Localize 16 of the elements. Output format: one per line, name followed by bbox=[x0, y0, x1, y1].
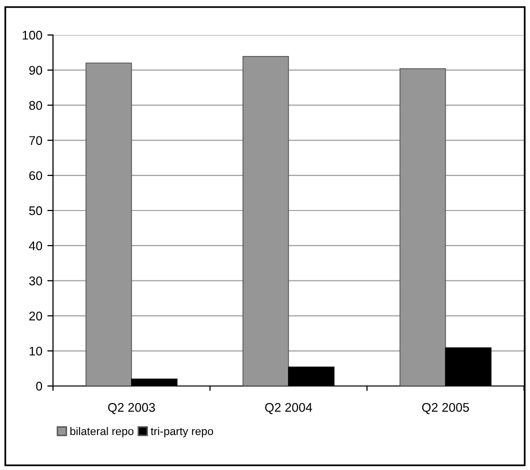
legend-label: bilateral repo bbox=[70, 427, 134, 438]
y-tick-label: 70 bbox=[29, 136, 42, 145]
x-tick-label: Q2 2005 bbox=[422, 402, 469, 414]
y-tick-label: 0 bbox=[36, 382, 42, 391]
y-tick-label: 90 bbox=[29, 66, 42, 75]
legend-label: tri-party repo bbox=[150, 427, 214, 438]
y-tick-label: 50 bbox=[29, 206, 42, 216]
y-tick-label: 80 bbox=[29, 101, 42, 110]
x-tick-label: Q2 2004 bbox=[265, 402, 312, 414]
y-tick-label: 10 bbox=[30, 346, 42, 356]
y-tick-label: 40 bbox=[28, 241, 42, 250]
y-tick-label: 60 bbox=[29, 171, 42, 180]
y-tick-label: 30 bbox=[29, 276, 42, 286]
x-tick-label: Q2 2003 bbox=[108, 402, 155, 414]
y-tick-label: 100 bbox=[22, 30, 42, 40]
y-tick-label: 20 bbox=[29, 312, 42, 320]
